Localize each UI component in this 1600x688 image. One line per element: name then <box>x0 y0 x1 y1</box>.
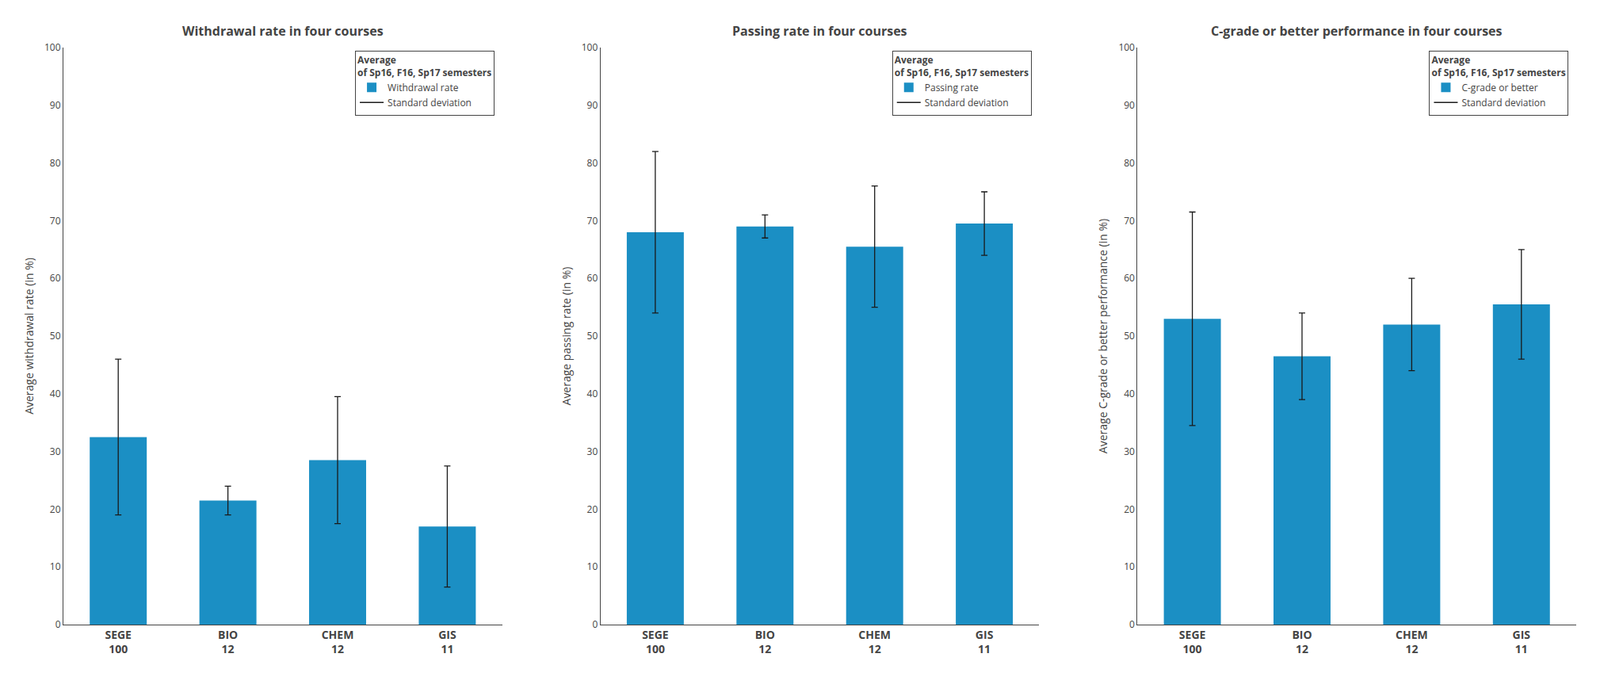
svg-text:60: 60 <box>49 271 62 285</box>
svg-text:80: 80 <box>1123 156 1135 170</box>
svg-text:Withdrawal rate: Withdrawal rate <box>387 80 459 95</box>
svg-text:BIO12: BIO12 <box>1291 626 1312 657</box>
svg-text:70: 70 <box>1123 213 1135 228</box>
svg-text:GIS11: GIS11 <box>438 626 457 657</box>
svg-text:60: 60 <box>587 271 599 285</box>
svg-text:Withdrawal rate in four course: Withdrawal rate in four courses <box>182 22 384 40</box>
svg-text:40: 40 <box>49 386 62 401</box>
svg-text:100: 100 <box>1118 40 1135 54</box>
svg-text:70: 70 <box>49 213 62 228</box>
svg-text:50: 50 <box>49 328 62 343</box>
svg-text:CHEM12: CHEM12 <box>1395 626 1429 657</box>
svg-text:Standard deviation: Standard deviation <box>1461 95 1546 110</box>
svg-text:0: 0 <box>591 617 598 631</box>
svg-text:20: 20 <box>49 502 62 516</box>
svg-text:Average withdrawal rate (in %): Average withdrawal rate (in %) <box>21 257 37 415</box>
svg-text:30: 30 <box>49 444 62 459</box>
svg-text:C-grade or better performance: C-grade or better performance in four co… <box>1210 22 1503 40</box>
svg-text:Standard deviation: Standard deviation <box>924 95 1009 110</box>
svg-text:10: 10 <box>49 559 62 573</box>
svg-text:30: 30 <box>587 444 599 459</box>
svg-text:90: 90 <box>49 98 62 112</box>
svg-text:Averageof Sp16, F16, Sp17 seme: Averageof Sp16, F16, Sp17 semesters <box>1431 53 1566 80</box>
svg-text:20: 20 <box>1123 502 1135 516</box>
svg-text:40: 40 <box>1123 386 1135 401</box>
svg-text:90: 90 <box>1123 98 1135 112</box>
svg-text:100: 100 <box>581 40 599 54</box>
svg-text:0: 0 <box>55 617 62 631</box>
svg-text:80: 80 <box>587 156 599 170</box>
svg-text:CHEM12: CHEM12 <box>321 626 355 657</box>
svg-text:CHEM12: CHEM12 <box>858 626 891 657</box>
svg-text:SEGE100: SEGE100 <box>104 626 132 657</box>
svg-text:Passing rate in four courses: Passing rate in four courses <box>732 22 908 40</box>
svg-text:Average C-grade or better perf: Average C-grade or better performance (i… <box>1095 218 1111 454</box>
svg-text:SEGE100: SEGE100 <box>1179 626 1207 657</box>
svg-text:70: 70 <box>587 213 599 228</box>
svg-text:80: 80 <box>49 156 62 170</box>
svg-text:10: 10 <box>1123 559 1135 573</box>
svg-text:60: 60 <box>1123 271 1135 285</box>
svg-text:100: 100 <box>44 40 62 54</box>
svg-text:SEGE100: SEGE100 <box>641 626 669 657</box>
svg-text:Standard deviation: Standard deviation <box>387 95 472 110</box>
svg-text:30: 30 <box>1123 444 1135 459</box>
svg-text:BIO12: BIO12 <box>755 626 776 657</box>
svg-text:0: 0 <box>1129 617 1135 631</box>
svg-text:20: 20 <box>587 502 599 516</box>
svg-text:40: 40 <box>587 386 599 401</box>
svg-text:Average passing rate (in %): Average passing rate (in %) <box>558 267 574 406</box>
svg-text:GIS11: GIS11 <box>1512 626 1532 657</box>
svg-text:Averageof Sp16, F16, Sp17 seme: Averageof Sp16, F16, Sp17 semesters <box>894 53 1029 80</box>
svg-text:Averageof Sp16, F16, Sp17 seme: Averageof Sp16, F16, Sp17 semesters <box>357 53 492 80</box>
svg-text:10: 10 <box>587 559 599 573</box>
svg-text:C-grade or better: C-grade or better <box>1461 80 1538 95</box>
svg-text:50: 50 <box>587 328 599 343</box>
svg-text:BIO12: BIO12 <box>217 626 238 657</box>
svg-text:GIS11: GIS11 <box>975 626 994 657</box>
svg-text:90: 90 <box>587 98 599 112</box>
svg-text:Passing rate: Passing rate <box>924 80 979 95</box>
svg-text:50: 50 <box>1123 328 1135 343</box>
